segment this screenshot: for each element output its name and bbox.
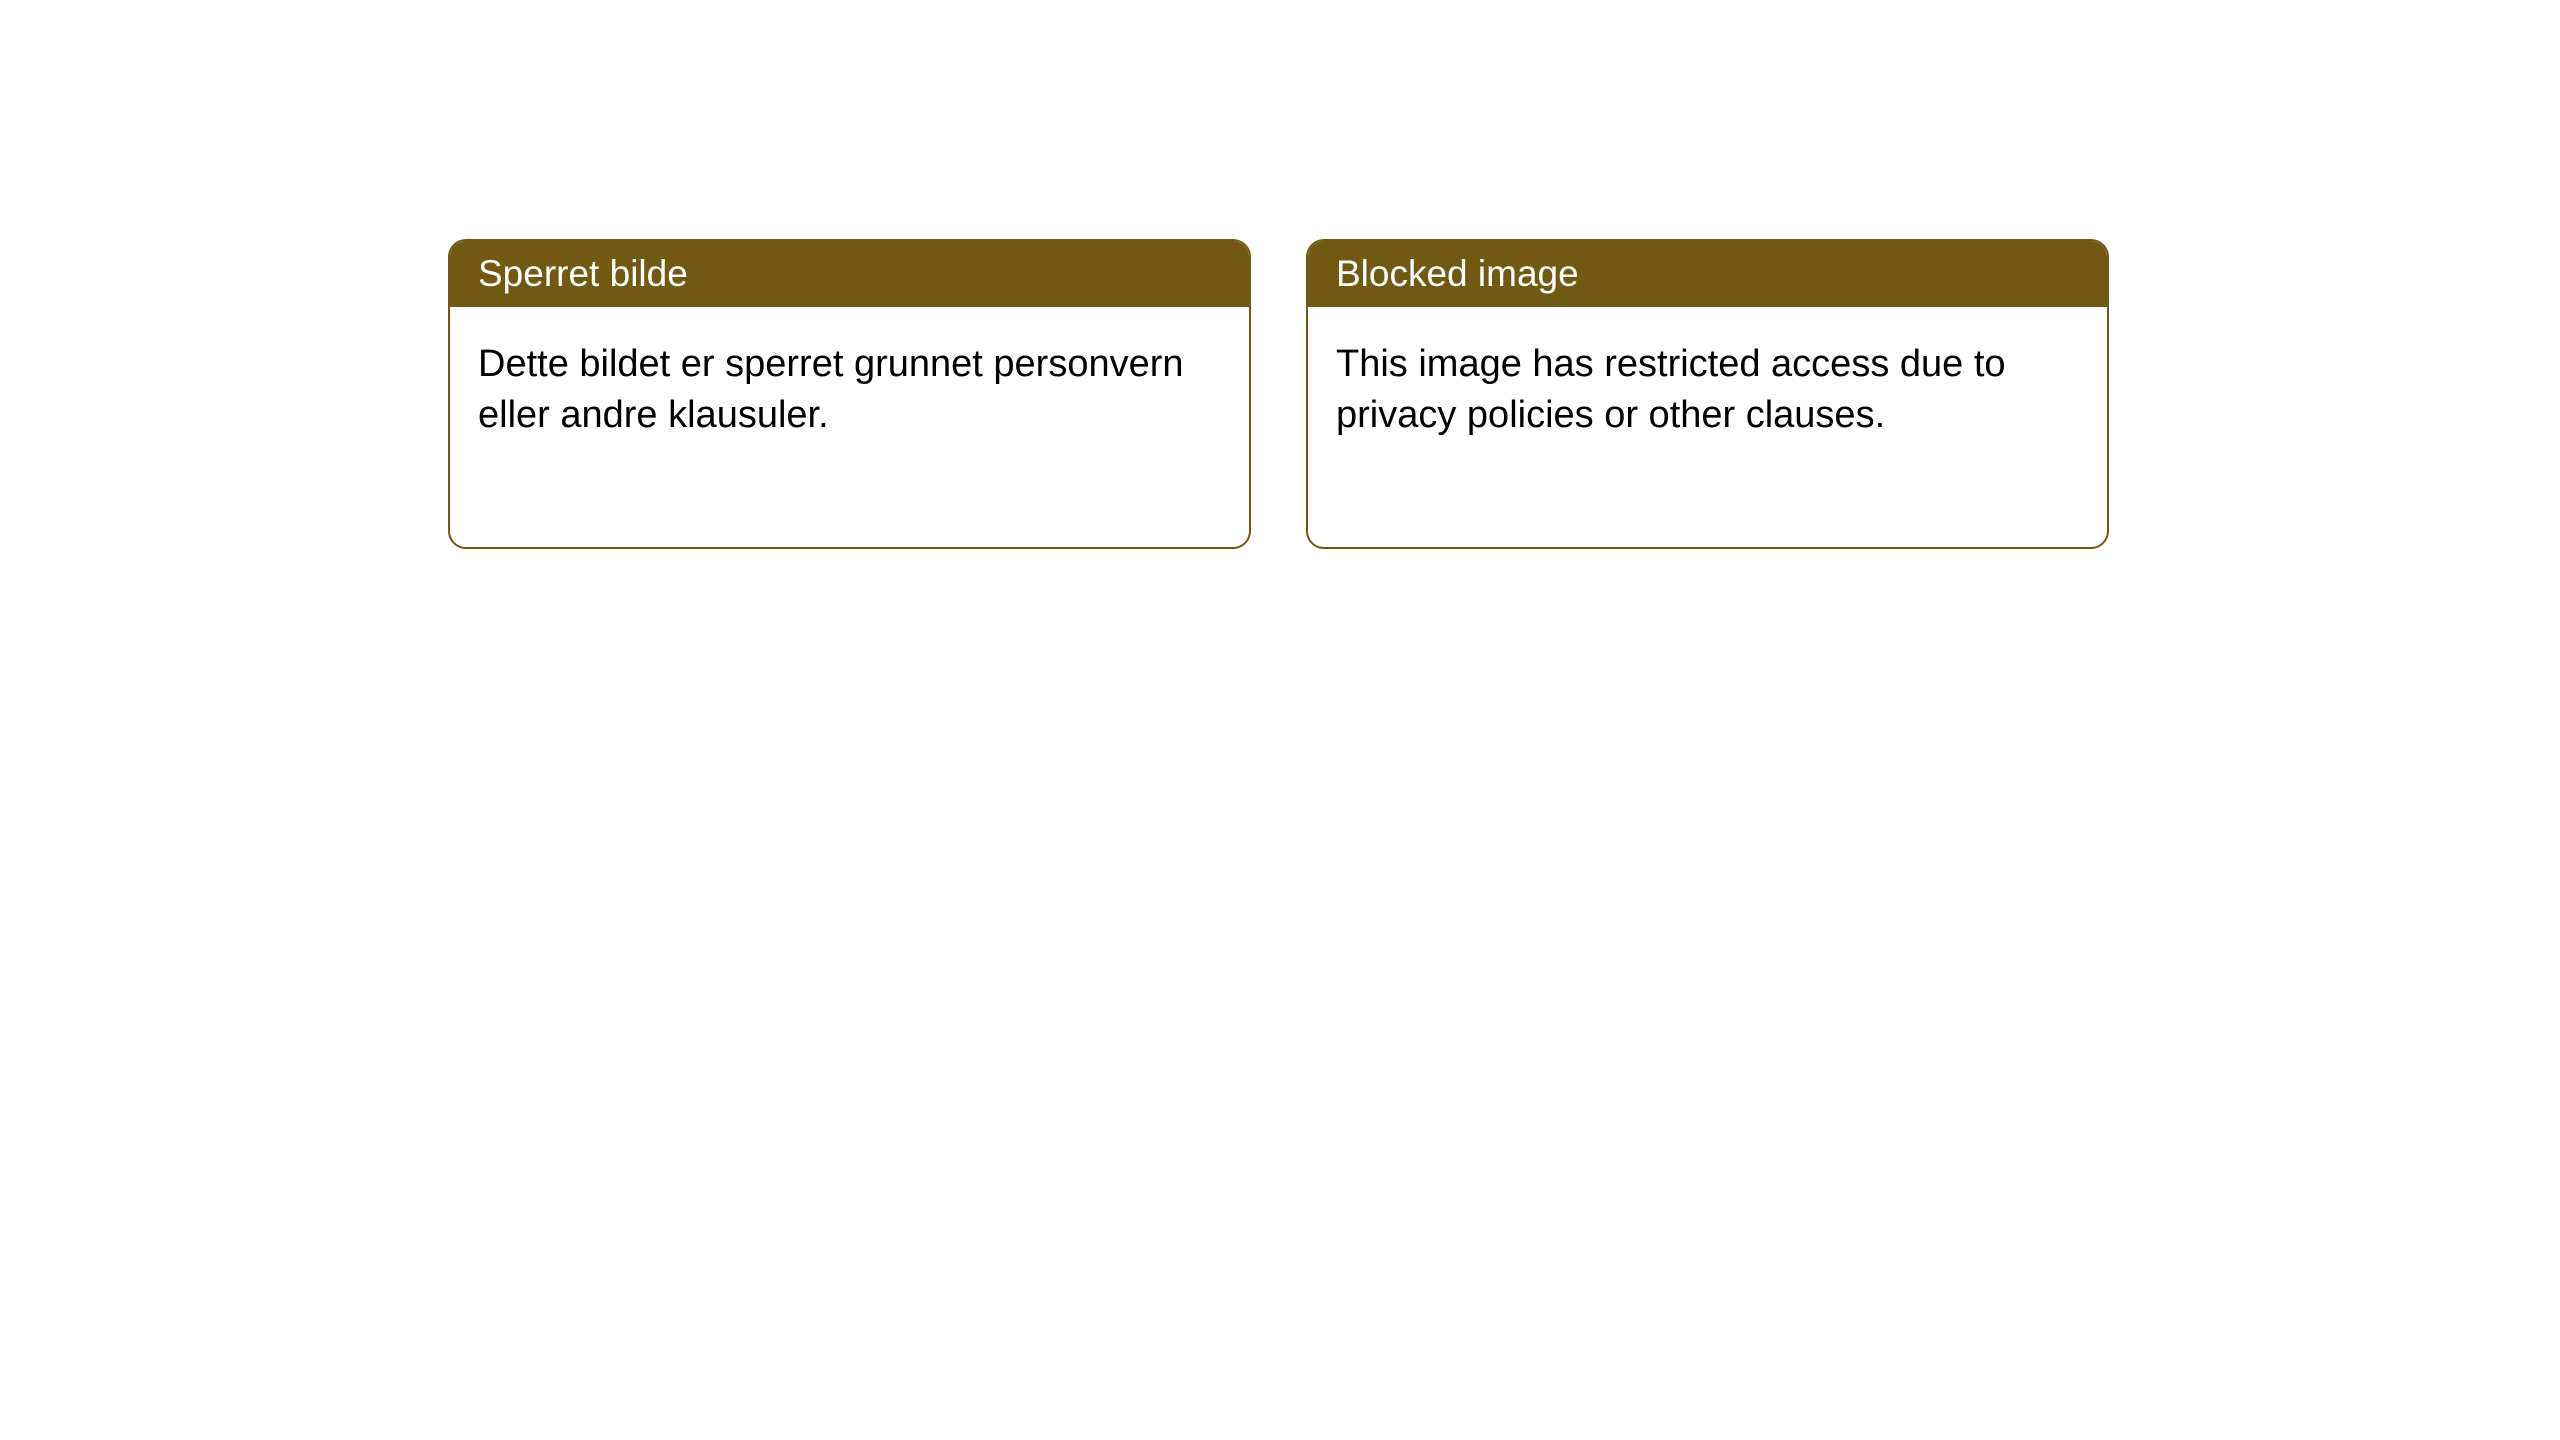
notice-card-norwegian: Sperret bilde Dette bildet er sperret gr…: [448, 239, 1251, 549]
card-title: Blocked image: [1336, 253, 1579, 294]
card-body: This image has restricted access due to …: [1308, 307, 2107, 547]
card-header: Blocked image: [1308, 241, 2107, 307]
notice-container: Sperret bilde Dette bildet er sperret gr…: [448, 239, 2109, 549]
notice-card-english: Blocked image This image has restricted …: [1306, 239, 2109, 549]
card-header: Sperret bilde: [450, 241, 1249, 307]
card-body-text: Dette bildet er sperret grunnet personve…: [478, 343, 1184, 436]
card-body-text: This image has restricted access due to …: [1336, 343, 2006, 436]
card-body: Dette bildet er sperret grunnet personve…: [450, 307, 1249, 547]
card-title: Sperret bilde: [478, 253, 688, 294]
